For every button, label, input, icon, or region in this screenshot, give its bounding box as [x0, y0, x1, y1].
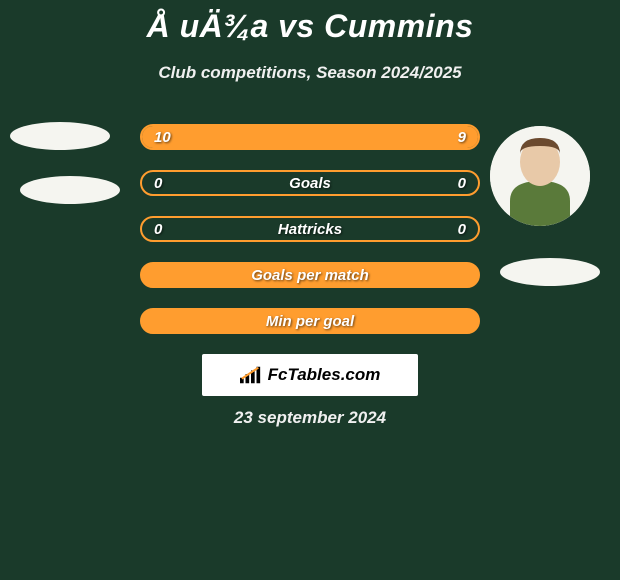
- stat-row-goals: 0 Goals 0: [140, 170, 480, 196]
- logo-text: FcTables.com: [268, 365, 381, 385]
- stat-label: Goals: [142, 175, 478, 192]
- page-title: Å uÄ¾a vs Cummins: [0, 0, 620, 45]
- stat-row-matches: 10 Matches 9: [140, 124, 480, 150]
- stat-label: Min per goal: [142, 313, 478, 330]
- stat-value-right: 0: [448, 175, 466, 192]
- fctables-logo[interactable]: FcTables.com: [202, 354, 418, 396]
- bar-chart-icon: [240, 366, 262, 384]
- stat-value-left: 10: [154, 129, 172, 146]
- stat-row-mpg: Min per goal: [140, 308, 480, 334]
- stat-row-hattricks: 0 Hattricks 0: [140, 216, 480, 242]
- player-right-name-pill: [500, 258, 600, 286]
- stat-value-right: 9: [448, 129, 466, 146]
- person-icon: [490, 126, 590, 226]
- stat-label: Goals per match: [142, 267, 478, 284]
- stat-row-gpm: Goals per match: [140, 262, 480, 288]
- player-left-name-pill: [20, 176, 120, 204]
- stat-value-left: 0: [154, 175, 172, 192]
- stat-value-left: 0: [154, 221, 172, 238]
- stats-container: 10 Matches 9 0 Goals 0 0 Hattricks 0 Goa…: [140, 124, 480, 354]
- stat-value-right: 0: [448, 221, 466, 238]
- player-left-avatar: [10, 122, 110, 150]
- date-label: 23 september 2024: [0, 408, 620, 428]
- stat-label: Hattricks: [142, 221, 478, 238]
- player-right-avatar: [490, 126, 590, 226]
- subtitle: Club competitions, Season 2024/2025: [0, 63, 620, 83]
